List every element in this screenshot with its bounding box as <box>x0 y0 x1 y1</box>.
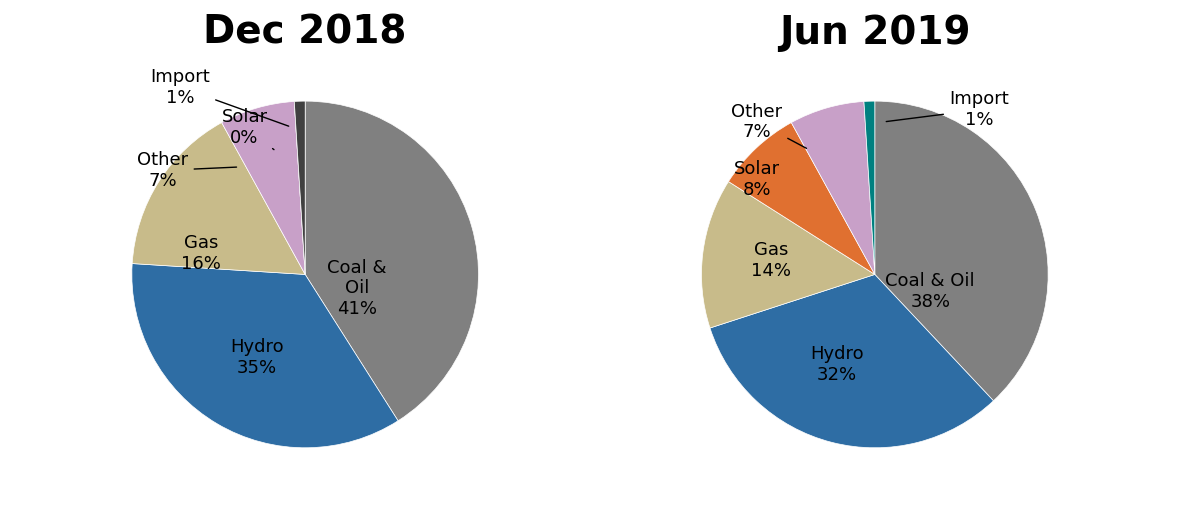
Wedge shape <box>874 101 1048 401</box>
Wedge shape <box>728 123 874 274</box>
Wedge shape <box>132 123 306 274</box>
Wedge shape <box>701 182 874 328</box>
Text: Hydro
35%: Hydro 35% <box>230 338 283 377</box>
Text: Gas
16%: Gas 16% <box>182 234 221 273</box>
Text: Hydro
32%: Hydro 32% <box>809 345 864 384</box>
Wedge shape <box>710 274 994 448</box>
Text: Coal & Oil
38%: Coal & Oil 38% <box>885 272 975 311</box>
Text: Solar
0%: Solar 0% <box>222 108 274 149</box>
Wedge shape <box>306 101 479 421</box>
Text: Other
7%: Other 7% <box>732 103 806 148</box>
Wedge shape <box>294 101 306 274</box>
Text: Import
1%: Import 1% <box>886 90 1009 129</box>
Wedge shape <box>222 102 306 274</box>
Text: Gas
14%: Gas 14% <box>750 241 791 280</box>
Text: Solar
8%: Solar 8% <box>734 160 780 198</box>
Wedge shape <box>792 102 874 274</box>
Text: Coal &
Oil
41%: Coal & Oil 41% <box>327 259 387 318</box>
Wedge shape <box>132 264 398 448</box>
Title: Jun 2019: Jun 2019 <box>779 14 971 52</box>
Wedge shape <box>864 101 874 274</box>
Text: Import
1%: Import 1% <box>151 68 289 126</box>
Text: Other
7%: Other 7% <box>138 151 236 190</box>
Wedge shape <box>294 102 306 274</box>
Title: Dec 2018: Dec 2018 <box>203 14 407 52</box>
